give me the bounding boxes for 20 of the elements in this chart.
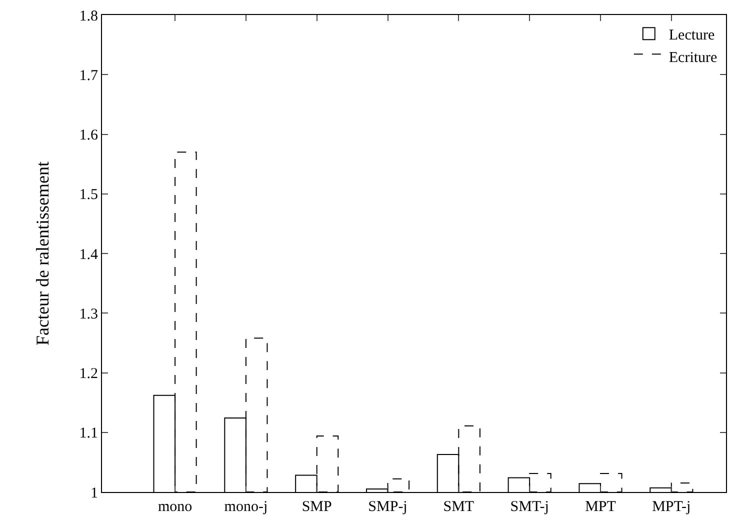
- y-tick-label: 1.3: [79, 306, 98, 322]
- legend-label: Lecture: [668, 27, 716, 44]
- y-tick-label: 1.4: [79, 246, 98, 263]
- x-tick-label: SMT-j: [510, 499, 549, 515]
- x-tick-label: mono: [158, 499, 192, 515]
- y-axis-title: Facteur de ralentissement: [32, 162, 52, 346]
- y-tick-label: 1.7: [79, 68, 98, 84]
- x-tick-label: mono-j: [224, 499, 268, 515]
- y-tick-label: 1.1: [79, 426, 98, 442]
- y-tick-label: 1.5: [79, 187, 98, 204]
- x-tick-label: SMT: [443, 499, 474, 515]
- x-tick-label: MPT-j: [652, 499, 691, 515]
- y-tick-label: 1.8: [79, 8, 98, 24]
- x-tick-label: MPT: [585, 499, 616, 515]
- x-tick-label: SMP-j: [368, 499, 408, 515]
- x-tick-label: SMP: [302, 499, 332, 515]
- legend-label: Ecriture: [668, 50, 718, 66]
- y-tick-label: 1: [90, 485, 98, 502]
- y-tick-label: 1.6: [79, 128, 98, 144]
- y-tick-label: 1.2: [79, 366, 98, 382]
